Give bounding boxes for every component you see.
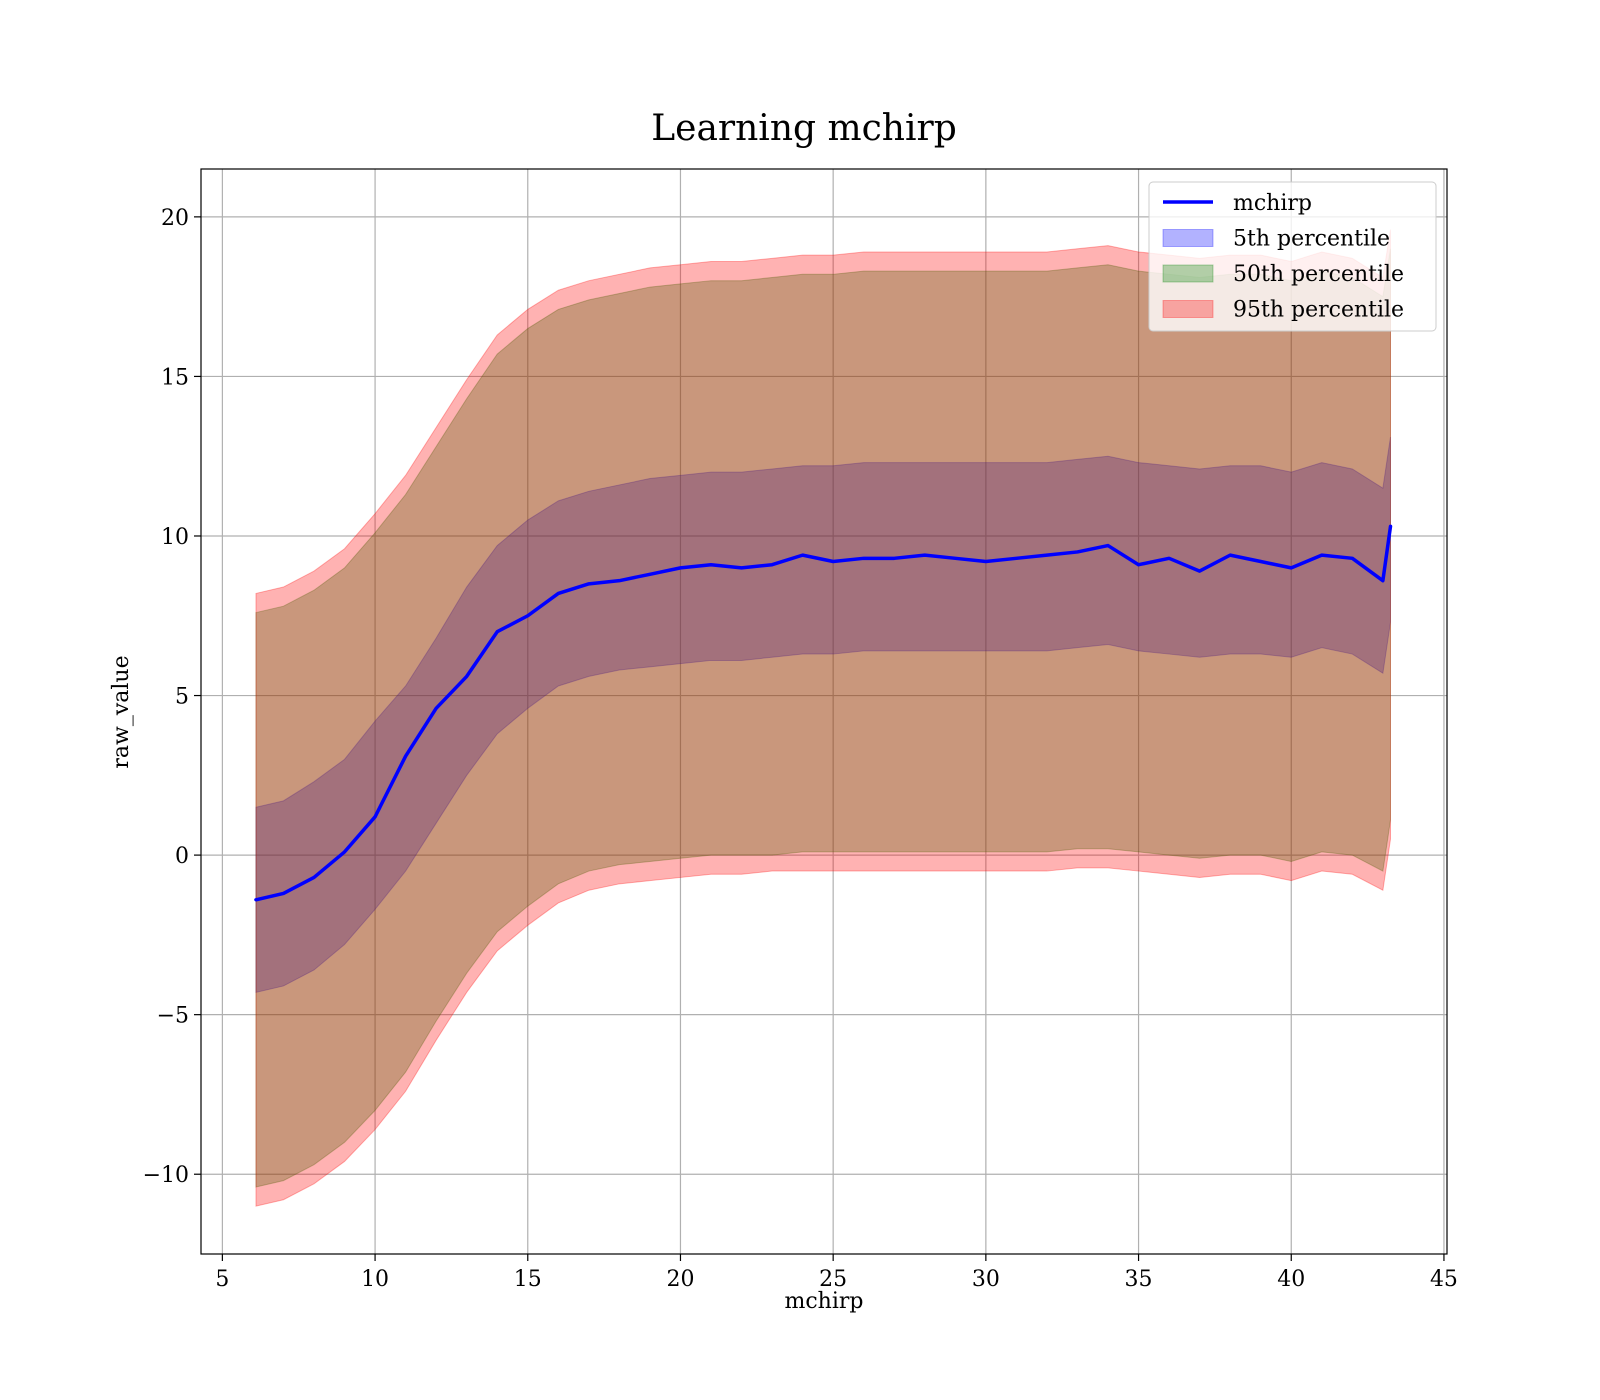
x-axis-ticks: 5 10 15 20 25 30 35 40 45 [215, 1254, 1458, 1292]
y-tick-label: −10 [143, 1163, 189, 1188]
x-tick-label: 40 [1277, 1267, 1305, 1292]
legend-box [1148, 181, 1437, 332]
y-tick-label: 0 [175, 844, 189, 869]
x-tick-label: 35 [1125, 1267, 1153, 1292]
legend-label: 50th percentile [1233, 262, 1404, 287]
y-tick-label: 5 [175, 685, 189, 710]
band-5th-percentile [255, 436, 1391, 993]
x-tick-label: 20 [666, 1267, 694, 1292]
legend-label: 5th percentile [1233, 227, 1390, 252]
y-tick-label: 15 [161, 365, 189, 390]
band-50th-percentile [255, 248, 1391, 1188]
x-tick-label: 30 [972, 1267, 1000, 1292]
y-tick-label: 20 [161, 206, 189, 231]
plot-frame [200, 168, 1448, 1255]
x-tick-label: 25 [819, 1267, 847, 1292]
x-tick-label: 15 [514, 1267, 542, 1292]
chart-title: Learning mchirp [651, 108, 957, 149]
x-axis-label: mchirp [785, 1289, 864, 1314]
legend-label: 95th percentile [1233, 298, 1404, 323]
y-axis-label: raw_value [109, 655, 134, 768]
line-series [254, 524, 1393, 902]
grid [201, 169, 1447, 1254]
legend-swatch-patch [1162, 229, 1214, 247]
legend-swatch-patch [1162, 300, 1214, 318]
legend-swatch-patch [1162, 264, 1214, 283]
x-tick-label: 5 [215, 1267, 229, 1292]
legend: mchirp 5th percentile 50th percentile 95th … [1148, 181, 1437, 332]
x-tick-label: 45 [1430, 1267, 1458, 1292]
y-tick-label: −5 [157, 1004, 189, 1029]
y-axis-ticks: −10 −5 0 5 10 15 20 [143, 206, 201, 1188]
x-tick-label: 10 [361, 1267, 389, 1292]
legend-label: mchirp [1233, 191, 1312, 216]
mchirp-line [254, 524, 1393, 902]
y-tick-label: 10 [161, 525, 189, 550]
percentile-bands [255, 229, 1391, 1207]
band-95th-percentile [255, 229, 1391, 1207]
